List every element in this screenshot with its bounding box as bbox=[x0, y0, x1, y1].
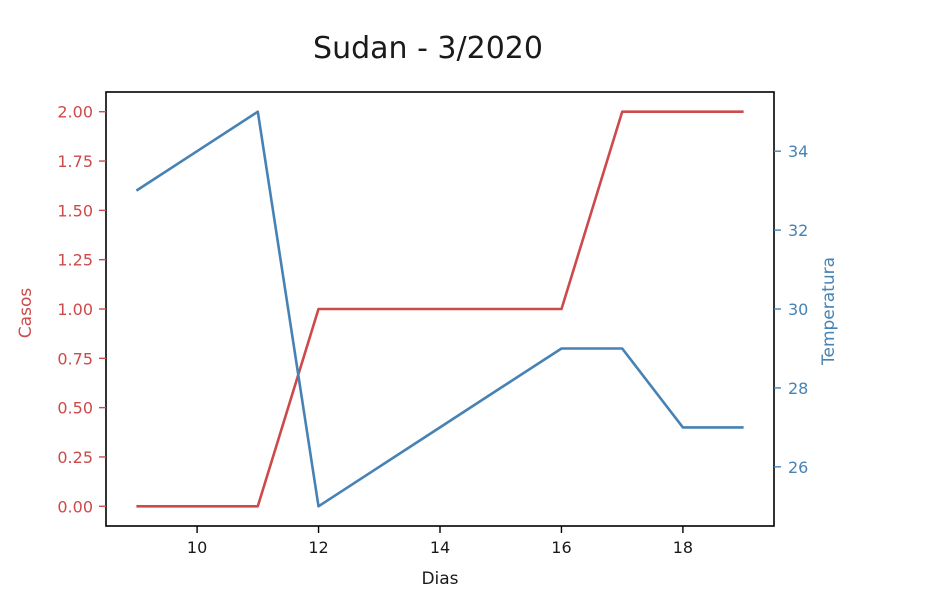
chart-title: Sudan - 3/2020 bbox=[313, 31, 543, 66]
y-right-tick-label: 28 bbox=[788, 379, 808, 398]
y-axis-right-label: Temperatura bbox=[819, 257, 839, 366]
y-left-tick-label: 0.25 bbox=[57, 448, 93, 467]
x-tick-label: 12 bbox=[308, 538, 328, 557]
y-left-tick-label: 2.00 bbox=[57, 103, 93, 122]
series-line-right bbox=[135, 110, 744, 508]
y-left-tick-label: 0.00 bbox=[57, 497, 93, 516]
y-axis-left: 0.00 0.25 0.50 0.75 1.00 1.25 1.50 1.75 2.00 bbox=[57, 103, 106, 516]
x-tick-label: 16 bbox=[551, 538, 571, 557]
x-axis-label: Dias bbox=[421, 569, 458, 589]
chart-marks bbox=[135, 110, 744, 508]
y-axis-left-label: Casos bbox=[16, 288, 36, 339]
x-tick-label: 10 bbox=[187, 538, 207, 557]
y-left-tick-label: 0.50 bbox=[57, 399, 93, 418]
y-left-tick-label: 1.75 bbox=[57, 152, 93, 171]
series-line-left bbox=[136, 110, 744, 508]
x-tick-label: 18 bbox=[673, 538, 693, 557]
y-left-tick-label: 1.00 bbox=[57, 300, 93, 319]
y-left-tick-label: 1.25 bbox=[57, 251, 93, 270]
y-right-tick-label: 32 bbox=[788, 221, 808, 240]
y-right-tick-label: 34 bbox=[788, 142, 808, 161]
x-tick-label: 14 bbox=[430, 538, 450, 557]
y-right-tick-label: 30 bbox=[788, 300, 808, 319]
x-axis: 10 12 14 16 18 bbox=[187, 526, 693, 557]
y-right-tick-label: 26 bbox=[788, 458, 808, 477]
y-left-tick-label: 1.50 bbox=[57, 201, 93, 220]
y-left-tick-label: 0.75 bbox=[57, 349, 93, 368]
y-axis-right: 26 28 30 32 34 bbox=[774, 142, 808, 477]
